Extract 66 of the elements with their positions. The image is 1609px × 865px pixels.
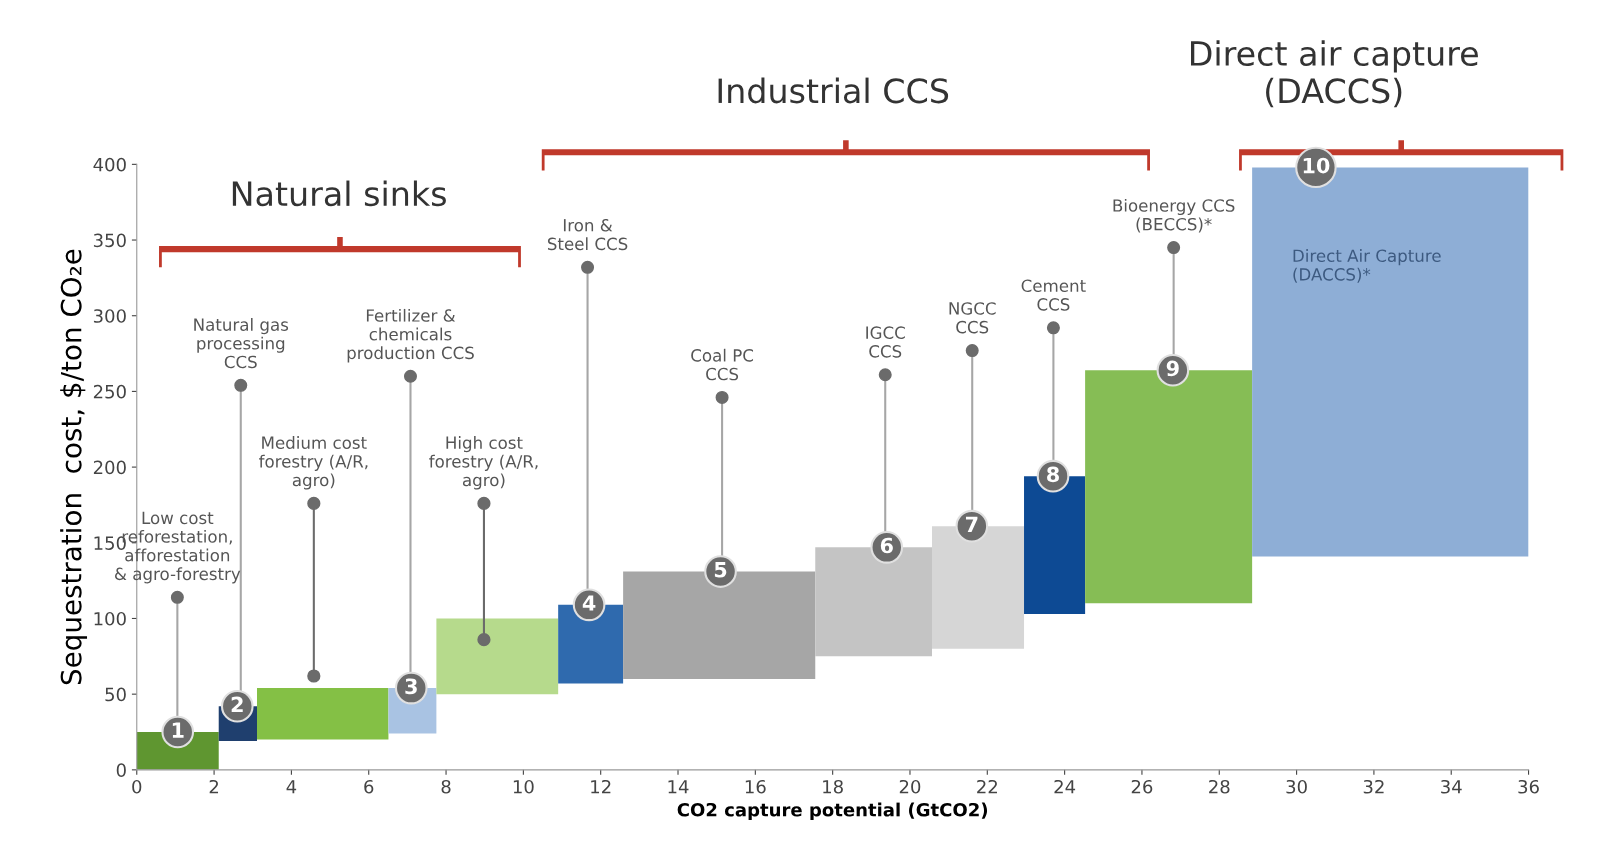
y-tick-label: 250 bbox=[93, 384, 126, 399]
x-tick-label: 4 bbox=[286, 780, 297, 794]
y-tick-label: 350 bbox=[93, 233, 126, 248]
x-tick-label: 20 bbox=[899, 779, 921, 794]
annotation: 7 bbox=[965, 516, 978, 532]
y-tick-label: 200 bbox=[93, 460, 126, 475]
annotation: Natural gas processing CCS bbox=[194, 318, 289, 369]
x-tick-label: 12 bbox=[591, 779, 611, 794]
x-tick-label: 18 bbox=[823, 779, 843, 794]
x-tick-label: 8 bbox=[441, 779, 451, 794]
annotation: 9 bbox=[1166, 360, 1179, 377]
point bbox=[581, 260, 595, 274]
x-tick-label: 34 bbox=[1441, 779, 1462, 794]
x-tick-label: 24 bbox=[1054, 779, 1076, 794]
annotation: Direct Air Capture (DACCS)* bbox=[1293, 249, 1441, 283]
annotation: Coal PC CCS bbox=[691, 348, 754, 381]
point bbox=[477, 633, 491, 647]
annotation: IGCC CCS bbox=[866, 326, 905, 358]
point bbox=[715, 390, 729, 404]
annotation: 6 bbox=[880, 537, 893, 554]
annotation: 3 bbox=[405, 678, 417, 695]
annotation: High cost forestry (A/R, agro) bbox=[429, 436, 538, 490]
point bbox=[170, 590, 184, 604]
annotation: Natural sinks bbox=[232, 180, 446, 207]
x-tick-label: 14 bbox=[668, 780, 689, 794]
point bbox=[965, 344, 979, 358]
x-axis-title: CO2 capture potential (GtCO2) bbox=[677, 802, 988, 821]
x-tick-label: 2 bbox=[209, 779, 219, 794]
point bbox=[878, 368, 892, 382]
annotation: NGCC CCS bbox=[949, 302, 996, 334]
text: Direct air capture (DACCS) bbox=[1191, 40, 1478, 108]
point bbox=[1046, 321, 1060, 335]
annotation: Cement CCS bbox=[1021, 279, 1086, 311]
x-tick-label: 16 bbox=[745, 779, 766, 794]
annotation: 1 bbox=[172, 722, 184, 738]
point bbox=[234, 378, 248, 392]
x-tick-label: 22 bbox=[977, 779, 997, 794]
point bbox=[403, 369, 417, 383]
x-tick-label: 36 bbox=[1518, 779, 1539, 794]
point bbox=[477, 496, 491, 511]
text: Industrial CCS bbox=[718, 77, 949, 104]
annotation: 10 bbox=[1303, 157, 1330, 174]
x-tick-label: 6 bbox=[364, 779, 374, 794]
x-tick-label: 32 bbox=[1363, 779, 1384, 794]
annotation: 4 bbox=[582, 595, 596, 611]
x-tick-label: 26 bbox=[1131, 779, 1153, 794]
x-tick-label: 28 bbox=[1209, 779, 1230, 794]
annotation: Fertilizer & chemicals production CCS bbox=[347, 308, 474, 363]
annotation: Medium cost forestry (A/R, agro) bbox=[259, 436, 368, 490]
annotation: 8 bbox=[1047, 466, 1059, 483]
point bbox=[1167, 241, 1181, 255]
annotation: Bioenergy CCS (BECCS)* bbox=[1113, 198, 1235, 233]
y-tick-label: 100 bbox=[94, 611, 126, 626]
x-tick-label: 30 bbox=[1286, 779, 1307, 794]
x-tick-label: 10 bbox=[513, 779, 534, 794]
point bbox=[307, 669, 321, 683]
y-tick-label: 0 bbox=[116, 763, 126, 777]
x-tick-label: 0 bbox=[132, 779, 142, 794]
annotation: 2 bbox=[231, 696, 243, 713]
y-tick-label: 50 bbox=[105, 687, 126, 702]
y-axis-title: Sequestration cost, $/ton CO₂e bbox=[60, 249, 88, 685]
y-tick-label: 400 bbox=[93, 157, 126, 172]
annotation: Iron & Steel CCS bbox=[547, 218, 628, 251]
point bbox=[307, 496, 321, 511]
annotation: 5 bbox=[714, 562, 727, 578]
y-tick-label: 300 bbox=[93, 309, 126, 323]
